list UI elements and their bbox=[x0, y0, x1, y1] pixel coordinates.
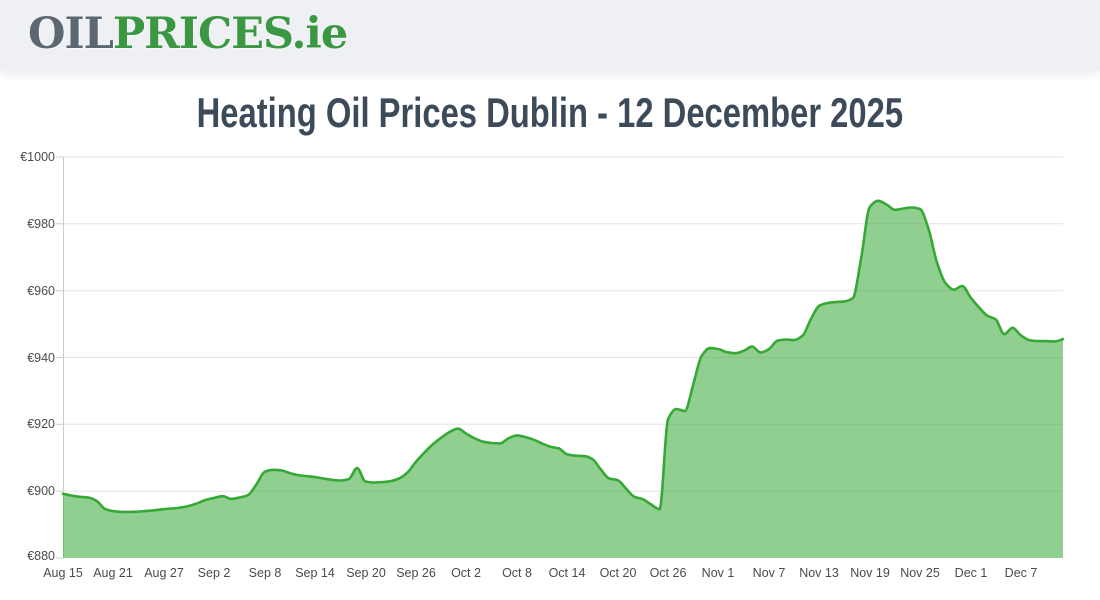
price-area-fill bbox=[63, 200, 1063, 559]
x-axis-label: Dec 7 bbox=[1004, 566, 1038, 580]
x-axis-label: Oct 14 bbox=[548, 566, 586, 580]
x-axis-label: Nov 1 bbox=[701, 566, 735, 580]
x-axis-label: Sep 8 bbox=[248, 566, 282, 580]
x-axis-label: Dec 1 bbox=[954, 566, 988, 580]
x-axis-label: Aug 27 bbox=[144, 566, 184, 580]
x-axis-label: Sep 20 bbox=[346, 566, 386, 580]
x-axis-label: Sep 2 bbox=[197, 566, 231, 580]
logo-text-ie: .ie bbox=[291, 9, 349, 59]
x-axis-label: Nov 13 bbox=[799, 566, 839, 580]
site-header: OILPRICES.ie bbox=[0, 0, 1100, 70]
x-axis-label: Oct 2 bbox=[451, 566, 481, 580]
site-logo[interactable]: OILPRICES.ie bbox=[28, 6, 349, 62]
x-axis-label: Oct 20 bbox=[599, 566, 637, 580]
logo-text-prices: PRICES bbox=[112, 9, 293, 59]
x-axis-label: Oct 8 bbox=[502, 566, 532, 580]
y-axis-label: €940 bbox=[27, 351, 55, 365]
logo-text-oil: OIL bbox=[28, 9, 114, 59]
y-axis-label: €920 bbox=[27, 417, 55, 431]
y-axis-label: €900 bbox=[27, 484, 55, 498]
y-axis-label: €1000 bbox=[20, 150, 55, 164]
x-axis-label: Oct 26 bbox=[649, 566, 687, 580]
x-axis-label: Sep 26 bbox=[396, 566, 436, 580]
x-axis-label: Nov 25 bbox=[900, 566, 940, 580]
price-line-series bbox=[61, 199, 1065, 514]
x-axis-label: Sep 14 bbox=[295, 566, 335, 580]
x-axis-label: Aug 21 bbox=[93, 566, 133, 580]
y-axis-label: €960 bbox=[27, 284, 55, 298]
y-axis-label: €880 bbox=[27, 549, 55, 563]
x-axis-label: Nov 19 bbox=[850, 566, 890, 580]
y-axis-label: €980 bbox=[27, 217, 55, 231]
page-title: Heating Oil Prices Dublin - 12 December … bbox=[0, 86, 1100, 140]
x-axis-label: Aug 15 bbox=[43, 566, 83, 580]
x-axis-label: Nov 7 bbox=[752, 566, 786, 580]
page-title-text: Heating Oil Prices Dublin - 12 December … bbox=[196, 89, 904, 136]
